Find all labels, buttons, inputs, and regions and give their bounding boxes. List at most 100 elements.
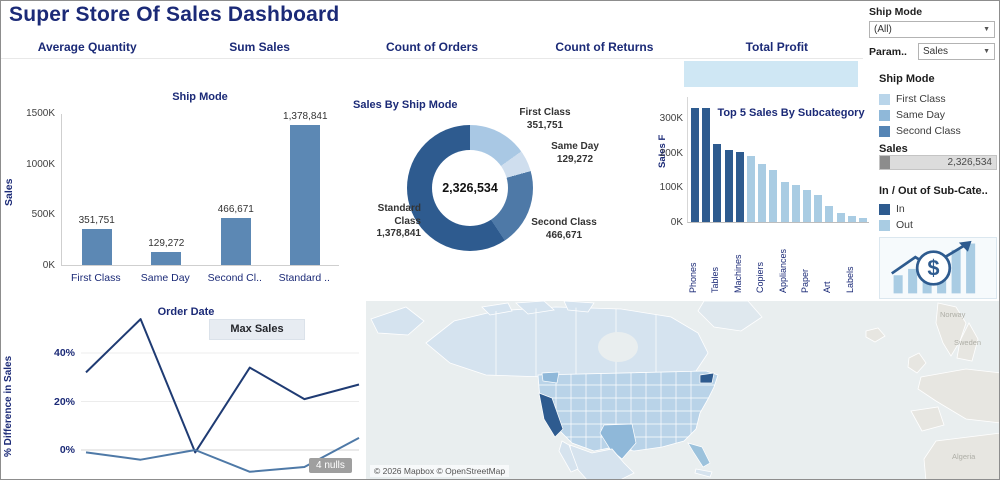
donut-ring[interactable]: 2,326,534 [407,125,533,251]
ship-mode-legend-title: Ship Mode [879,73,935,85]
bar-machines[interactable] [735,151,744,222]
map-state-washington [541,371,560,384]
legend-panel: Ship Mode First Class Same Day Second Clas… [875,61,999,301]
kpi-tab-count-of-returns[interactable]: Count of Returns [555,40,654,54]
kpi-tab-total-profit[interactable]: Total Profit [745,40,809,54]
y-axis-tick: 0K [670,217,683,228]
ship-mode-legend-items: First Class Same Day Second Class [879,91,961,139]
bar-labels[interactable] [847,216,856,222]
sales-map[interactable]: Norway Sweden Algeria © 2026 Mapbox © Open… [366,301,999,479]
legend-swatch [879,93,890,105]
bar-subcategory-15[interactable] [859,217,867,222]
total-profit-highlight[interactable] [684,61,858,87]
bar-phones[interactable] [691,107,699,222]
bar-subcategory-7[interactable] [769,170,778,222]
sales-legend-value: 2,326,534 [947,157,993,168]
legend-item-same-day[interactable]: Same Day [879,107,961,123]
x-axis-label-phones: Phones [688,262,698,293]
x-axis-label-machines: Machines [732,254,743,293]
bar-subcategory-9[interactable] [791,184,800,222]
chart-title-ship-mode: Ship Mode [172,91,228,103]
y-axis-tick: 0% [59,444,75,456]
legend-label: In [896,203,905,215]
bar-subcategory-5[interactable] [747,156,755,222]
legend-label: Same Day [896,109,946,121]
map-state-florida [687,442,711,468]
y-axis-tick: 40% [53,347,75,359]
kpi-tab-row: Average Quantity Sum Sales Count of Orders… [1,35,863,59]
map-region-label-norway: Norway [940,310,966,319]
x-axis-label-standard: Standard .. [278,272,330,284]
bar-same-day[interactable] [151,251,182,265]
svg-text:$: $ [927,255,939,280]
sales-legend-title: Sales [879,143,908,155]
bar-subcategory-13[interactable] [836,212,845,222]
y-axis-tick: 500K [31,209,55,221]
top5-plot [687,97,869,223]
bar-subcategory-1[interactable] [702,108,711,222]
x-axis-label-tables: Tables [710,266,721,293]
ship-mode-filter-label: Ship Mode [869,6,923,18]
kpi-tab-sum-sales[interactable]: Sum Sales [229,40,290,54]
legend-label: Second Class [896,125,961,137]
bar-value-label: 129,272 [148,237,185,249]
map-svg: Norway Sweden Algeria [366,301,999,479]
sales-by-ship-mode-donut: Sales By Ship Mode 2,326,534 First Class… [349,91,659,301]
legend-item-first-class[interactable]: First Class [879,91,961,107]
map-state-new-york [699,372,715,384]
bar-appliances[interactable] [780,182,789,222]
legend-item-second-class[interactable]: Second Class [879,123,961,139]
map-mexico [558,440,713,479]
x-axis-label-second-cl: Second Cl.. [207,272,262,284]
chevron-down-icon: ▼ [983,26,990,33]
top5-chart: Top 5 Sales By Subcategory Sales F 300K 2… [657,87,873,301]
slice-label-first-class: First Class 351,751 [507,107,583,132]
bar-subcategory-11[interactable] [814,194,823,222]
kpi-tab-average-quantity[interactable]: Average Quantity [37,40,137,54]
bar-paper[interactable] [803,190,811,222]
chevron-down-icon: ▼ [983,48,990,55]
slice-label-same-day: Same Day 129,272 [539,141,611,166]
bar-first-class[interactable] [81,229,112,265]
donut-center-total: 2,326,534 [432,150,508,226]
order-date-line-chart: Order Date Max Sales % Difference in Sal… [1,301,366,479]
ship-mode-plot: 351,751 129,272 466,671 1,378,841 [61,111,339,266]
bar-tables[interactable] [713,144,722,222]
map-region-label-algeria: Algeria [952,452,976,461]
bar-second-cl[interactable] [220,217,251,265]
param-dropdown[interactable]: Sales ▼ [918,43,995,60]
map-united-states [537,370,719,468]
slice-name: First Class [519,107,571,118]
ship-mode-filter-value: (All) [874,24,892,35]
y-axis-tick: 100K [659,182,683,194]
null-indicator[interactable]: 4 nulls [309,458,352,473]
bar-copiers[interactable] [758,164,767,222]
bar-value-label: 466,671 [217,203,254,215]
ship-mode-filter-dropdown[interactable]: (All) ▼ [869,21,995,38]
slice-name: Standard Class [377,203,421,227]
map-state-california [538,392,564,438]
kpi-tab-count-of-orders[interactable]: Count of Orders [386,40,479,54]
in-out-legend-title: In / Out of Sub-Cate.. [879,185,988,197]
slice-value: 1,378,841 [376,228,422,239]
dashboard-title: Super Store Of Sales Dashboard [9,3,340,26]
bar-art[interactable] [825,205,834,222]
bar-standard[interactable] [290,125,321,265]
x-axis-label-first-class: First Class [71,272,121,284]
slice-label-second-class: Second Class 466,671 [521,217,607,242]
line-series-dark[interactable] [85,318,360,454]
slice-name: Same Day [551,141,599,152]
sales-size-legend[interactable]: 2,326,534 [879,155,997,170]
bar-subcategory-3[interactable] [724,150,733,222]
map-attribution: © 2026 Mapbox © OpenStreetMap [370,465,510,477]
slice-label-standard-class: Standard Class 1,378,841 [349,203,422,241]
chart-title-sales-by-ship-mode: Sales By Ship Mode [353,99,458,111]
legend-item-out[interactable]: Out [879,217,913,233]
bar-value-label: 1,378,841 [283,111,328,123]
x-axis-label-paper: Paper [800,268,810,293]
y-axis-tick: 20% [53,395,75,408]
legend-item-in[interactable]: In [879,201,913,217]
legend-swatch [879,219,890,231]
chart-title-order-date: Order Date [157,306,215,318]
max-sales-header[interactable]: Max Sales [209,319,305,340]
